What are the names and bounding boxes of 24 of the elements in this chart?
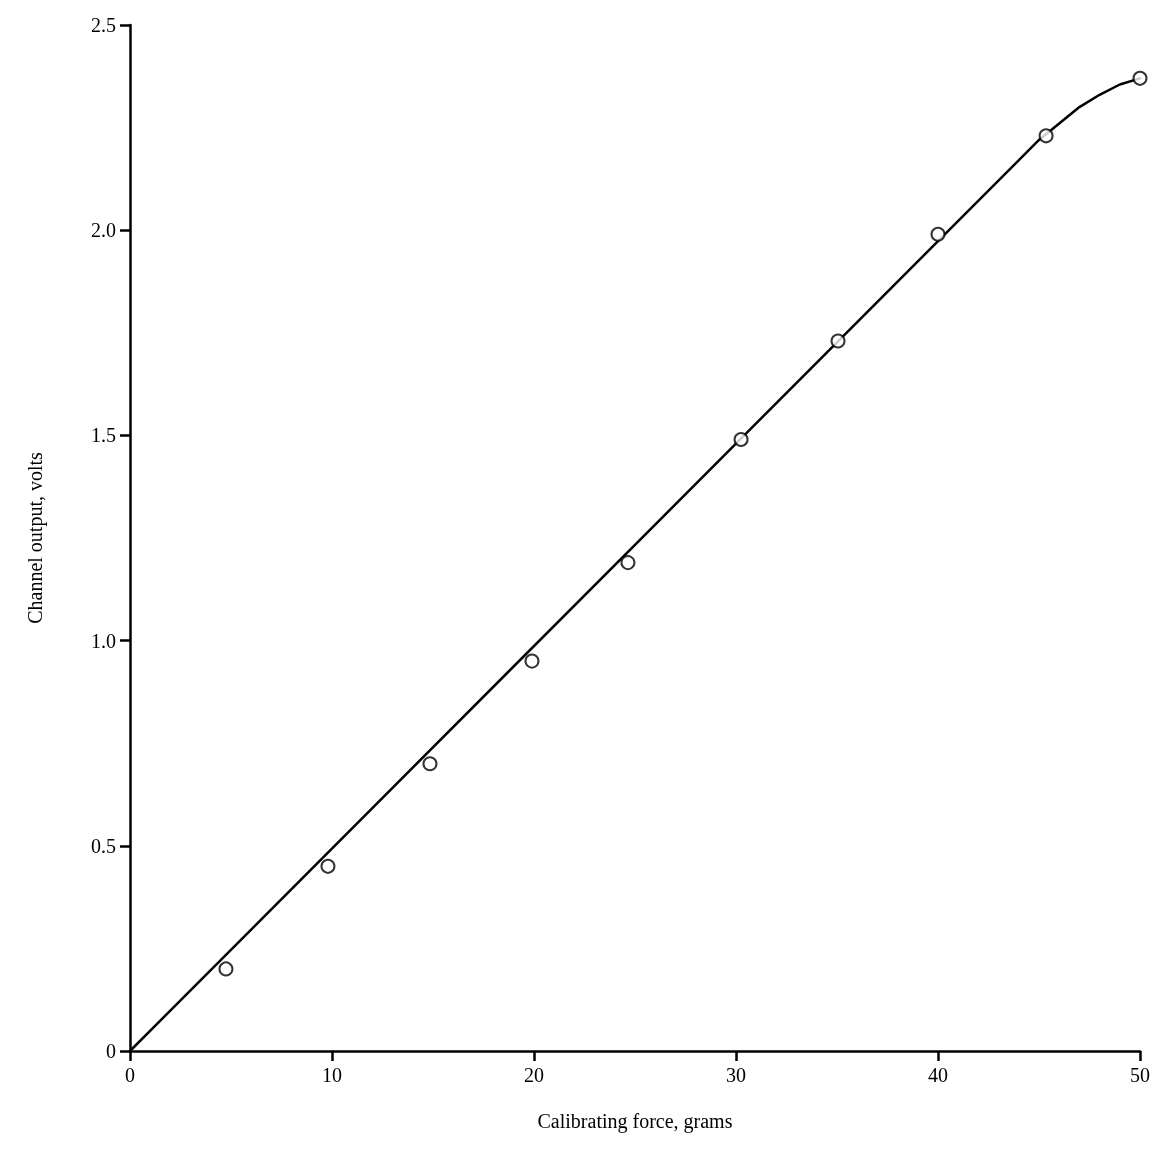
point	[620, 555, 636, 571]
x-tick-label: 50	[1130, 1064, 1150, 1086]
x-tick-label: 0	[125, 1064, 135, 1086]
y-tick-label: 0.5	[91, 834, 116, 857]
x-tick-label: 20	[524, 1064, 544, 1086]
point	[422, 756, 438, 772]
y-tick-label: 1.5	[91, 424, 116, 447]
x-tick-label: 40	[928, 1064, 948, 1086]
point	[1132, 70, 1148, 86]
point	[218, 961, 234, 977]
y-tick-label: 0	[106, 1040, 116, 1062]
x-tick-label: 10	[322, 1064, 342, 1086]
point	[830, 333, 846, 349]
point	[733, 432, 749, 447]
point	[1038, 128, 1054, 144]
y-tick-label: 1.0	[91, 629, 116, 652]
point	[524, 653, 540, 669]
y-tick-label: 2.0	[91, 219, 116, 242]
y-tick-label: 2.5	[91, 14, 116, 36]
y-axis-title: Channel output, volts	[24, 451, 47, 624]
point	[320, 858, 336, 874]
x-axis-title: Calibrating force, grams	[537, 1110, 733, 1133]
point	[930, 226, 946, 242]
x-tick-label: 30	[726, 1064, 746, 1086]
